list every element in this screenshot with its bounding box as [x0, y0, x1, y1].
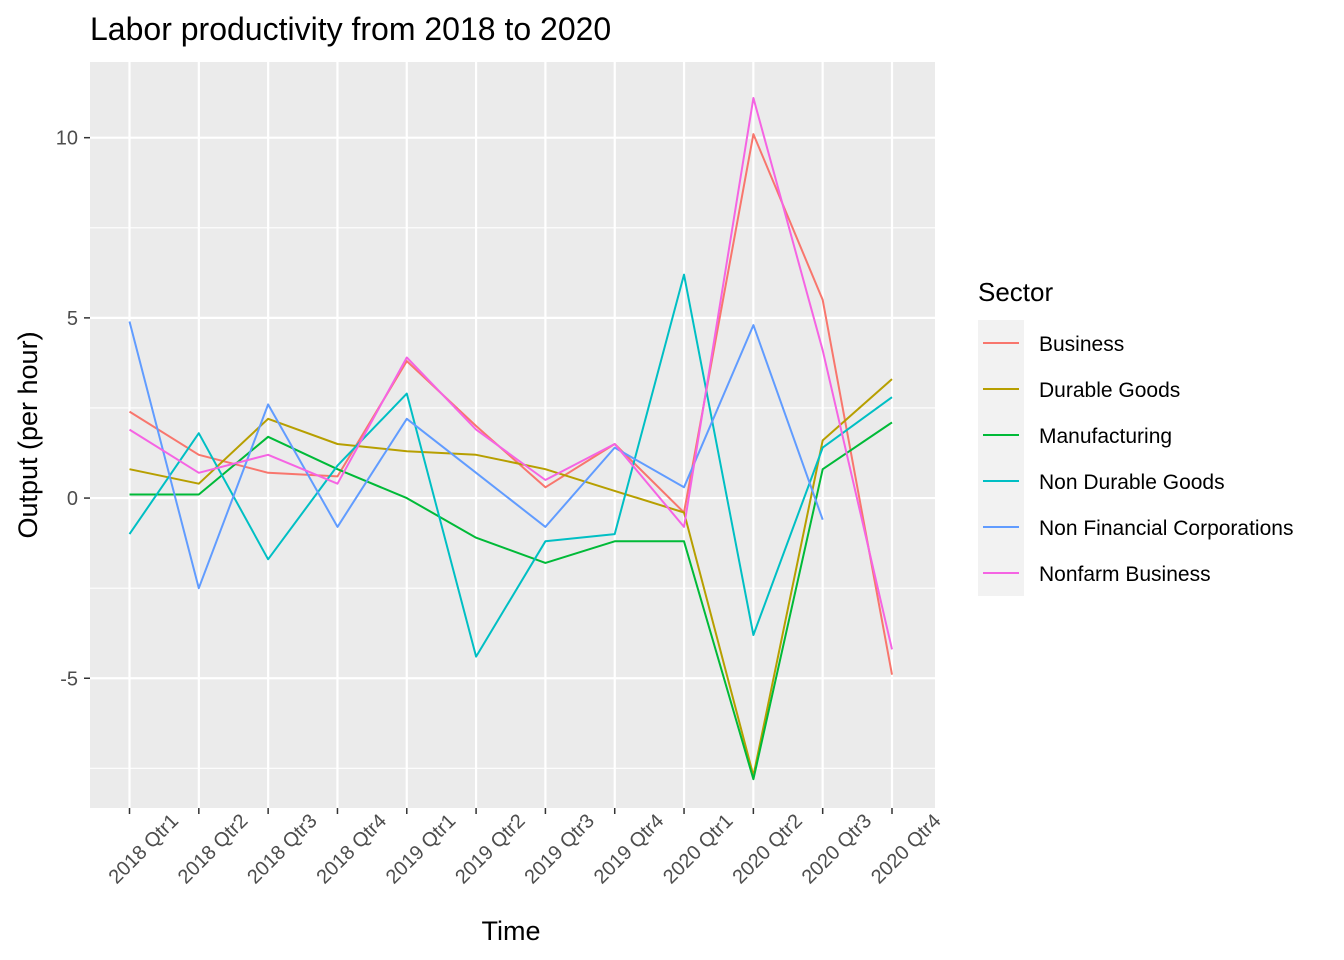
x-tick-label-2: 2018 Qtr3 [243, 810, 321, 888]
series-line-durable-goods [129, 378, 893, 777]
x-tick-label-7: 2019 Qtr4 [590, 810, 668, 888]
y-axis-title: Output (per hour) [13, 331, 43, 538]
legend-items: Business Durable Goods Manufacturing Non Du… [978, 320, 1293, 596]
legend-label-non-durable-goods: Non Durable Goods [1039, 471, 1225, 494]
legend-label-business: Business [1039, 333, 1124, 356]
x-axis-title: Time [482, 916, 541, 946]
plot-panel [90, 62, 935, 808]
legend-label-durable-goods: Durable Goods [1039, 379, 1180, 402]
x-tick-label-0: 2018 Qtr1 [105, 810, 183, 888]
y-tick-label-0: 0 [67, 488, 78, 510]
y-axis-ticks: -5 0 5 10 [56, 128, 90, 690]
y-tick-label--5: -5 [60, 668, 78, 690]
chart-title: Labor productivity from 2018 to 2020 [90, 11, 611, 47]
series-line-non-financial-corporations [128, 321, 824, 590]
y-tick-label-5: 5 [67, 308, 78, 330]
legend: Sector Business Durable Goods Manufacturin… [978, 277, 1293, 596]
x-tick-label-1: 2018 Qtr2 [174, 810, 252, 888]
minor-gridlines [90, 227, 935, 769]
series-line-non-durable-goods [128, 273, 893, 658]
legend-title: Sector [978, 277, 1053, 307]
x-tick-label-10: 2020 Qtr3 [798, 810, 876, 888]
y-tick-label-10: 10 [56, 128, 78, 150]
series-line-manufacturing [129, 421, 893, 781]
series-line-nonfarm-business [128, 97, 893, 650]
major-gridlines [90, 62, 935, 808]
legend-label-nonfarm-business: Nonfarm Business [1039, 563, 1211, 586]
x-tick-label-8: 2020 Qtr1 [659, 810, 737, 888]
legend-label-manufacturing: Manufacturing [1039, 425, 1172, 448]
series-lines [128, 97, 893, 781]
x-tick-label-9: 2020 Qtr2 [728, 810, 806, 888]
series-line-business [128, 133, 893, 675]
x-tick-label-3: 2018 Qtr4 [313, 810, 391, 888]
x-tick-label-6: 2019 Qtr3 [520, 810, 598, 888]
x-tick-label-4: 2019 Qtr1 [382, 810, 460, 888]
x-tick-label-5: 2019 Qtr2 [451, 810, 529, 888]
legend-label-non-financial-corporations: Non Financial Corporations [1039, 517, 1293, 540]
x-tick-label-11: 2020 Qtr4 [867, 810, 945, 888]
